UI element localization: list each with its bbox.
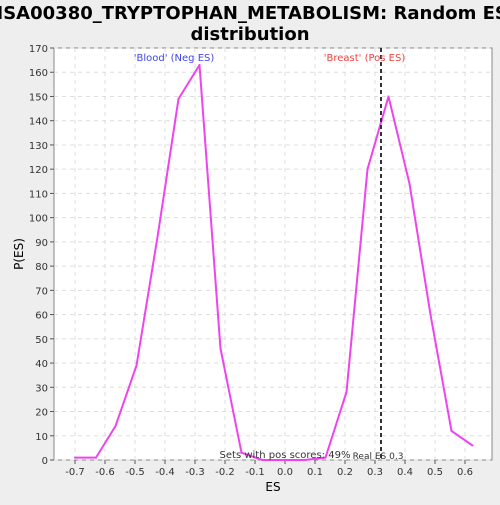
data-point — [156, 236, 159, 239]
x-tick-label: -0.4 — [155, 467, 175, 478]
series-group — [74, 63, 474, 461]
data-point — [408, 182, 411, 185]
x-tick-label: -0.1 — [245, 467, 265, 478]
chart-title-line1: HSA00380_TRYPTOPHAN_METABOLISM: Random E… — [0, 3, 500, 24]
y-tick-label: 30 — [35, 383, 48, 394]
y-tick-label: 0 — [42, 456, 48, 467]
x-tick-label: -0.5 — [125, 467, 145, 478]
grid-lines — [54, 47, 492, 461]
y-tick-label: 170 — [29, 44, 48, 55]
x-axis-label: ES — [265, 480, 280, 494]
data-point — [345, 391, 348, 394]
x-axis-ticks: -0.7 -0.6 -0.5 -0.4 -0.3 -0.2 -0.1 0.0 0.1 0.2 0.3… — [65, 460, 473, 478]
y-tick-label: 60 — [35, 311, 48, 322]
y-tick-label: 120 — [29, 165, 48, 176]
real-es-label: Real ES 0.3 — [353, 452, 404, 462]
series-line — [75, 64, 474, 461]
y-tick-label: 90 — [35, 238, 48, 249]
y-tick-label: 10 — [35, 432, 48, 443]
y-tick-label: 50 — [35, 335, 48, 346]
y-tick-label: 160 — [29, 68, 48, 79]
data-point — [219, 347, 222, 350]
y-tick-label: 130 — [29, 141, 48, 152]
data-point — [74, 456, 76, 459]
pos-es-label: 'Breast' (Pos ES) — [324, 53, 406, 64]
data-point — [387, 95, 390, 98]
data-point — [135, 364, 138, 367]
data-point — [324, 456, 327, 459]
x-tick-label: 0.2 — [337, 467, 353, 478]
data-point — [95, 456, 97, 459]
x-tick-label: 0.1 — [307, 467, 323, 478]
data-point — [366, 168, 369, 171]
y-tick-label: 100 — [29, 214, 48, 225]
y-tick-label: 150 — [29, 92, 48, 103]
x-tick-label: 0.6 — [457, 467, 473, 478]
x-tick-label: -0.7 — [65, 467, 85, 478]
chart-title-line2: distribution — [190, 24, 309, 45]
x-tick-label: 0.3 — [367, 467, 383, 478]
neg-es-label: 'Blood' (Neg ES) — [134, 53, 215, 64]
x-tick-label: -0.6 — [95, 467, 115, 478]
data-point — [471, 444, 474, 447]
y-tick-label: 20 — [35, 408, 48, 419]
data-point — [198, 63, 201, 66]
x-tick-label: -0.3 — [185, 467, 205, 478]
y-tick-label: 40 — [35, 359, 48, 370]
sets-pos-scores-label: Sets with pos scores: 49% — [220, 450, 351, 461]
data-point — [303, 459, 306, 461]
y-axis-label: P(ES) — [12, 238, 26, 270]
x-tick-label: 0.0 — [277, 467, 293, 478]
data-point — [450, 429, 453, 432]
y-axis-ticks: 0 10 20 30 40 50 60 70 80 90 100 110 120 130 140 150 160… — [29, 44, 54, 467]
data-point — [261, 459, 264, 461]
x-tick-label: 0.5 — [427, 467, 443, 478]
data-point — [282, 459, 285, 461]
y-tick-label: 70 — [35, 286, 48, 297]
plot-area — [53, 47, 493, 461]
y-tick-label: 140 — [29, 117, 48, 128]
data-point — [240, 451, 243, 454]
data-point — [429, 313, 432, 316]
data-point — [177, 97, 180, 100]
x-tick-label: -0.2 — [215, 467, 235, 478]
y-tick-label: 80 — [35, 262, 48, 273]
y-tick-label: 110 — [29, 189, 48, 200]
x-tick-label: 0.4 — [397, 467, 413, 478]
data-point — [114, 425, 117, 428]
